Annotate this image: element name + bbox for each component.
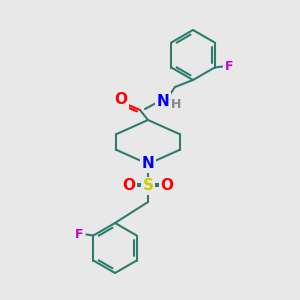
Text: N: N [157, 94, 169, 109]
Text: O: O [122, 178, 136, 193]
Text: N: N [142, 157, 154, 172]
Text: H: H [171, 98, 181, 110]
Text: F: F [224, 60, 233, 73]
Text: S: S [142, 178, 154, 194]
Text: F: F [75, 228, 84, 241]
Text: O: O [115, 92, 128, 107]
Text: O: O [160, 178, 173, 193]
